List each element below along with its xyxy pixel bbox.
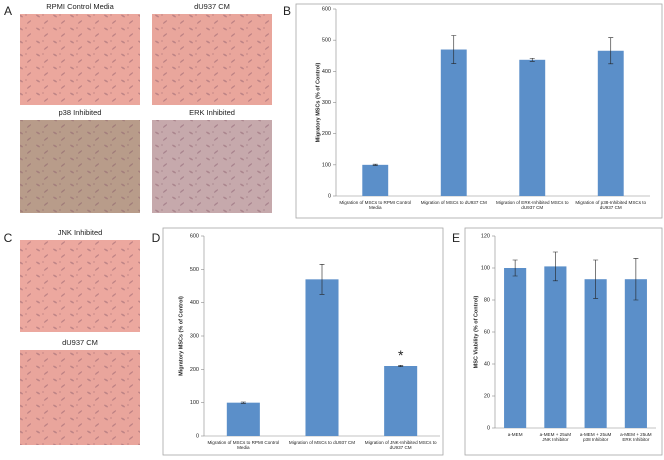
- error-bar: [593, 259, 599, 299]
- image-caption: RPMI Control Media: [46, 2, 114, 11]
- micrograph-cells: [152, 120, 272, 213]
- y-tick-label: 300: [190, 333, 199, 339]
- error-bar: [552, 251, 558, 282]
- x-tick-label: Migration of ERK-Inhibited MSCs to dU937…: [495, 200, 569, 211]
- bar: [362, 164, 389, 196]
- x-tick-label: Migration of MSCs to dU937 CM: [288, 440, 356, 445]
- y-tick-label: 120: [481, 233, 490, 239]
- error-bar: [608, 37, 614, 65]
- micrograph-cells: [20, 14, 140, 105]
- x-label-box: Migration of p38-Inhibited MSCs to dU937…: [575, 200, 647, 211]
- y-axis-label: MSC Viability (% of Control): [473, 296, 479, 369]
- y-tick-label: 20: [484, 393, 490, 399]
- error-bar: [398, 365, 404, 367]
- bar: [519, 59, 546, 196]
- significance-marker: *: [398, 347, 404, 363]
- bar: [544, 266, 567, 428]
- x-label-box: Migration of MSCs to RPMI Control Media: [207, 440, 280, 451]
- micrograph-cells: [20, 350, 140, 445]
- y-tick-label: 0: [328, 193, 331, 199]
- bar: [384, 366, 418, 436]
- bar: [226, 402, 260, 436]
- y-tick-label: 500: [190, 267, 199, 273]
- y-tick-label: 0: [487, 425, 490, 431]
- y-tick-label: 0: [196, 433, 199, 439]
- y-tick-label: 200: [322, 131, 331, 137]
- x-label-box: Migration of MSCs to dU937 CM: [420, 200, 487, 205]
- bar: [597, 50, 624, 196]
- micrograph-cells: [20, 240, 140, 332]
- image-caption: p38 Inhibited: [59, 108, 102, 117]
- bar: [584, 279, 607, 428]
- y-axis-label: Migratory MSCs (% of Control): [315, 62, 321, 142]
- y-tick-label: 200: [190, 367, 199, 373]
- y-tick-label: 100: [190, 400, 199, 406]
- panel-label: D: [152, 231, 161, 245]
- error-bar: [372, 163, 378, 166]
- x-tick-label: Migration of p38-Inhibited MSCs to dU937…: [575, 200, 647, 211]
- x-tick-label: Migration of MSCs to RPMI Control Media: [339, 200, 412, 211]
- image-caption: JNK Inhibited: [58, 228, 103, 237]
- bar: [305, 279, 339, 436]
- x-tick-label: a-MEM: [507, 432, 523, 437]
- y-tick-label: 60: [484, 329, 490, 335]
- x-tick-label: a-MEM + 25uM ERK Inhibitor: [620, 432, 652, 443]
- x-label-box: Migration of ERK-Inhibited MSCs to dU937…: [495, 200, 569, 211]
- error-bar: [319, 264, 325, 295]
- y-tick-label: 500: [322, 38, 331, 44]
- x-tick-label: Migration of JNK-Inhibited MSCs to dU937…: [364, 440, 437, 451]
- x-label-box: a-MEM + 25uM JNK Inhibitor: [539, 432, 572, 443]
- y-tick-label: 100: [322, 162, 331, 168]
- bar: [504, 268, 527, 428]
- bar: [624, 279, 647, 428]
- x-label-box: a-MEM: [507, 432, 523, 437]
- error-bar: [512, 259, 518, 277]
- y-tick-label: 40: [484, 361, 490, 367]
- panel-label: E: [452, 231, 460, 245]
- panel-label: B: [283, 4, 291, 18]
- y-tick-label: 400: [322, 69, 331, 75]
- panel-label: C: [4, 231, 13, 245]
- x-tick-label: a-MEM + 25uM p38 Inhibitor: [579, 432, 612, 443]
- y-tick-label: 300: [322, 100, 331, 106]
- x-label-box: Migration of JNK-Inhibited MSCs to dU937…: [364, 440, 437, 451]
- panel-label: A: [4, 4, 12, 18]
- x-label-box: a-MEM + 25uM p38 Inhibitor: [579, 432, 612, 443]
- error-bar: [633, 258, 639, 301]
- y-axis-label: Migratory MSCs (% of Control): [178, 296, 184, 376]
- micrograph-cells: [152, 14, 272, 105]
- image-caption: ERK Inhibited: [189, 108, 235, 117]
- x-tick-label: Migration of MSCs to RPMI Control Media: [207, 440, 280, 451]
- y-tick-label: 400: [190, 300, 199, 306]
- error-bar: [451, 35, 457, 64]
- error-bar: [529, 57, 535, 62]
- micrograph-cells: [20, 120, 140, 213]
- bar: [440, 49, 467, 197]
- x-label-box: Migration of MSCs to dU937 CM: [288, 440, 356, 445]
- image-caption: dU937 CM: [62, 338, 98, 347]
- x-tick-label: a-MEM + 25uM JNK Inhibitor: [539, 432, 572, 443]
- image-caption: dU937 CM: [194, 2, 230, 11]
- x-tick-label: Migration of MSCs to dU937 CM: [420, 200, 487, 205]
- x-label-box: Migration of MSCs to RPMI Control Media: [339, 200, 412, 211]
- y-tick-label: 100: [481, 265, 490, 271]
- y-tick-label: 600: [322, 6, 331, 12]
- y-tick-label: 600: [190, 233, 199, 239]
- error-bar: [240, 401, 246, 404]
- y-tick-label: 80: [484, 297, 490, 303]
- x-label-box: a-MEM + 25uM ERK Inhibitor: [620, 432, 652, 443]
